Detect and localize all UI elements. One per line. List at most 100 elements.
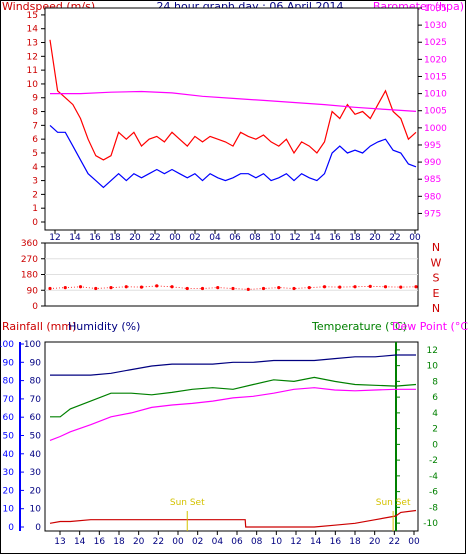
direction-point (277, 286, 281, 290)
wind-y-tick-label: 12 (27, 52, 38, 62)
wind-x-tick-label: 12 (49, 233, 60, 243)
wind-x-tick-label: 06 (229, 233, 241, 243)
rain-x-tick-label: 18 (113, 537, 125, 547)
direction-point (124, 285, 128, 289)
rain-x-tick-label: 18 (349, 537, 361, 547)
rain-series-line (49, 509, 417, 528)
humidity-y-tick-label: 80 (30, 377, 42, 387)
wind-x-tick-label: 08 (249, 233, 261, 243)
temperature-y-tick-label: -2 (429, 456, 438, 466)
wind-x-tick-label: 20 (129, 233, 141, 243)
rain-x-tick-label: 14 (74, 537, 86, 547)
baro-y-tick-label: 1030 (424, 21, 447, 31)
wind-x-tick-label: 16 (329, 233, 341, 243)
wind-y-tick-label: 9 (32, 94, 38, 104)
wind-x-tick-label: 10 (269, 233, 281, 243)
baro-y-tick-label: 990 (424, 158, 441, 168)
wind-x-tick-label: 16 (89, 233, 101, 243)
rain-x-tick-label: 08 (251, 537, 263, 547)
wind-x-tick-label: 02 (189, 233, 200, 243)
wind-x-tick-label: 22 (389, 233, 400, 243)
direction-point (155, 284, 159, 288)
rainfall-y-tick-label: 70 (3, 395, 15, 405)
wind-x-tick-label: 18 (109, 233, 121, 243)
direction-point (139, 285, 144, 289)
rain-x-tick-label: 00 (172, 537, 184, 547)
wind-x-tick-label: 00 (169, 233, 181, 243)
humidity-axis-title: Humidity (%) (68, 320, 140, 333)
baro-y-tick-label: 975 (424, 209, 441, 219)
direction-point (368, 284, 372, 288)
rain-x-tick-label: 00 (408, 537, 420, 547)
wind-x-tick-label: 22 (149, 233, 160, 243)
rainfall-y-tick-label: 50 (3, 432, 15, 442)
direction-point (200, 286, 205, 291)
temperature-y-tick-label: 8 (432, 377, 438, 387)
rain-x-tick-label: 20 (369, 537, 381, 547)
direction-point (322, 285, 327, 289)
wind-y-tick-label: 1 (32, 204, 38, 214)
direction-point (185, 286, 189, 291)
baro-y-tick-label: 1025 (424, 38, 447, 48)
humidity-y-tick-label: 100 (24, 340, 41, 350)
rain-series-line (50, 376, 417, 418)
temperature-y-tick-label: -6 (429, 488, 438, 498)
rain-x-tick-label: 22 (389, 537, 400, 547)
temperature-axis-title: Temperature (°C) (311, 320, 407, 333)
sunset-label: Sun Set (170, 498, 205, 508)
rain-series-line (49, 387, 416, 441)
compass-label: N (432, 241, 440, 254)
rain-temp-panel: Rainfall (mm) Humidity (%) Temperature (… (0, 320, 468, 547)
wind-x-tick-label: 04 (209, 233, 221, 243)
wind-y-tick-label: 8 (32, 108, 38, 118)
baro-y-tick-label: 1015 (424, 72, 447, 82)
wind-y-tick-label: 15 (27, 11, 38, 21)
temperature-y-tick-label: 0 (432, 440, 438, 450)
rainfall-y-tick-label: 40 (3, 450, 15, 460)
temperature-y-tick-label: -8 (429, 503, 438, 513)
humidity-y-tick-label: 20 (30, 486, 42, 496)
rain-x-tick-label: 04 (212, 537, 224, 547)
wind-series-line (50, 90, 417, 112)
rain-x-tick-label: 10 (271, 537, 283, 547)
wind-x-tick-label: 12 (289, 233, 300, 243)
baro-y-tick-label: 1035 (424, 4, 447, 14)
direction-point (170, 285, 174, 289)
wind-series-line (49, 39, 417, 161)
wind-y-tick-label: 6 (32, 135, 38, 145)
wind-y-tick-label: 7 (32, 121, 38, 131)
rainfall-y-tick-label: 20 (3, 486, 15, 496)
wind-y-tick-label: 3 (32, 177, 38, 187)
humidity-y-tick-label: 50 (30, 432, 42, 442)
temperature-y-tick-label: 6 (432, 393, 438, 403)
humidity-y-tick-label: 40 (30, 450, 42, 460)
wind-x-tick-label: 14 (69, 233, 81, 243)
direction-point (109, 286, 113, 290)
baro-y-tick-label: 1020 (424, 55, 447, 65)
rainfall-y-tick-label: 30 (3, 468, 15, 478)
wind-plot-area (44, 7, 419, 231)
wind-x-tick-label: 20 (369, 233, 381, 243)
baro-y-tick-label: 1000 (424, 124, 447, 134)
direction-point (414, 285, 418, 289)
wind-y-tick-label: 2 (32, 190, 38, 200)
wind-x-tick-label: 14 (309, 233, 321, 243)
wind-y-tick-label: 11 (27, 66, 38, 76)
rainfall-y-tick-label: 0 (8, 523, 14, 533)
baro-y-tick-label: 1005 (424, 107, 447, 117)
rainfall-axis-title: Rainfall (mm) (2, 320, 76, 333)
temperature-y-tick-label: 4 (432, 409, 438, 419)
temperature-y-tick-label: -10 (423, 519, 438, 529)
rain-series-line (50, 354, 416, 376)
temperature-y-tick-label: 12 (427, 346, 438, 356)
compass-label: S (433, 272, 440, 285)
rainfall-y-tick-label: 80 (3, 377, 15, 387)
rain-x-tick-label: 22 (153, 537, 164, 547)
rain-x-tick-label: 13 (54, 537, 65, 547)
rain-x-tick-label: 16 (94, 537, 106, 547)
baro-y-tick-label: 995 (424, 141, 441, 151)
wind-y-tick-label: 14 (27, 25, 39, 35)
direction-point (307, 286, 311, 290)
humidity-y-tick-label: 30 (30, 468, 42, 478)
